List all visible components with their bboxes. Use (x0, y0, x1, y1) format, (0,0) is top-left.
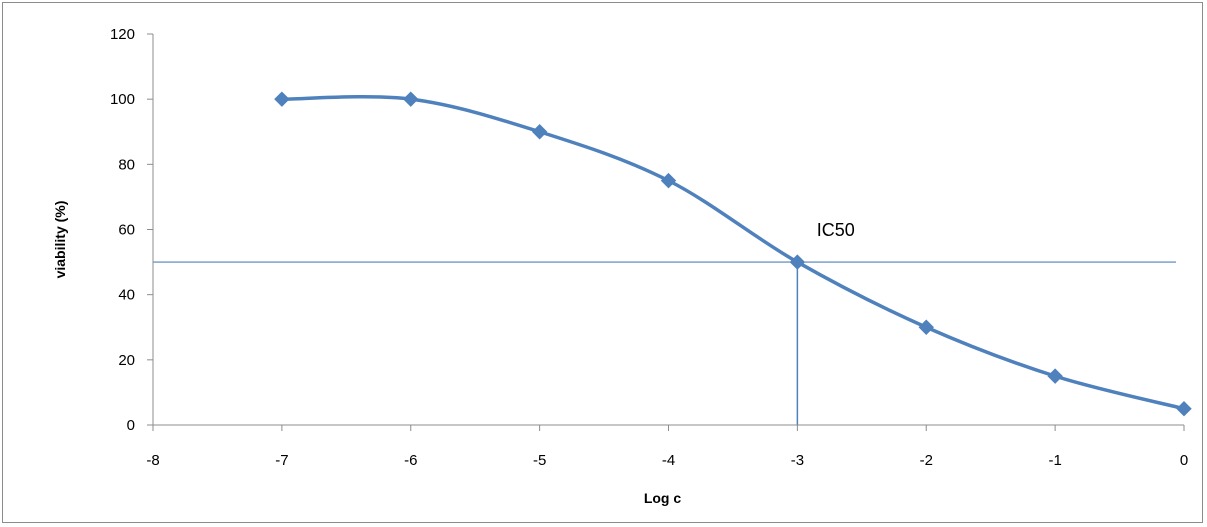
tick-labels: 0 20 40 60 80 100 120 -8 -7 -6 -5 -4 -3 -2 -1 0 (110, 26, 1188, 469)
data-series (274, 91, 1192, 417)
data-point-marker (274, 91, 290, 107)
y-tick-label: 120 (110, 26, 135, 43)
data-point-marker (531, 124, 548, 140)
y-tick-label: 100 (110, 91, 135, 108)
x-tick-label: -3 (791, 452, 804, 469)
x-tick-label: -7 (275, 452, 288, 469)
y-tick-label: 20 (118, 352, 135, 369)
y-tick-label: 80 (118, 156, 135, 173)
x-tick-label: -6 (404, 452, 417, 469)
ic50-annotation: IC50 (817, 220, 855, 240)
x-tick-label: -8 (146, 452, 159, 469)
y-tick-label: 40 (118, 287, 135, 304)
axes (147, 33, 1185, 431)
data-point-marker (1047, 368, 1063, 384)
series-line (281, 95, 1185, 411)
x-tick-label: -4 (662, 452, 675, 469)
data-point-marker (660, 172, 677, 189)
y-axis-title: viability (%) (52, 201, 68, 279)
y-tick-label: 0 (127, 417, 135, 434)
x-tick-label: -5 (533, 452, 546, 469)
data-point-marker (918, 319, 934, 335)
x-tick-label: 0 (1180, 452, 1188, 469)
reference-lines (153, 261, 1176, 425)
data-point-marker (789, 254, 806, 270)
data-point-marker (403, 91, 419, 107)
x-axis-title: Log c (644, 490, 682, 506)
data-point-marker (1176, 401, 1192, 417)
x-tick-label: -1 (1048, 452, 1061, 469)
line-chart: 0 20 40 60 80 100 120 -8 -7 -6 -5 -4 -3 -2 -1 0 IC50 Lo… (52, 26, 1192, 506)
y-tick-label: 60 (118, 222, 135, 239)
x-tick-label: -2 (920, 452, 933, 469)
